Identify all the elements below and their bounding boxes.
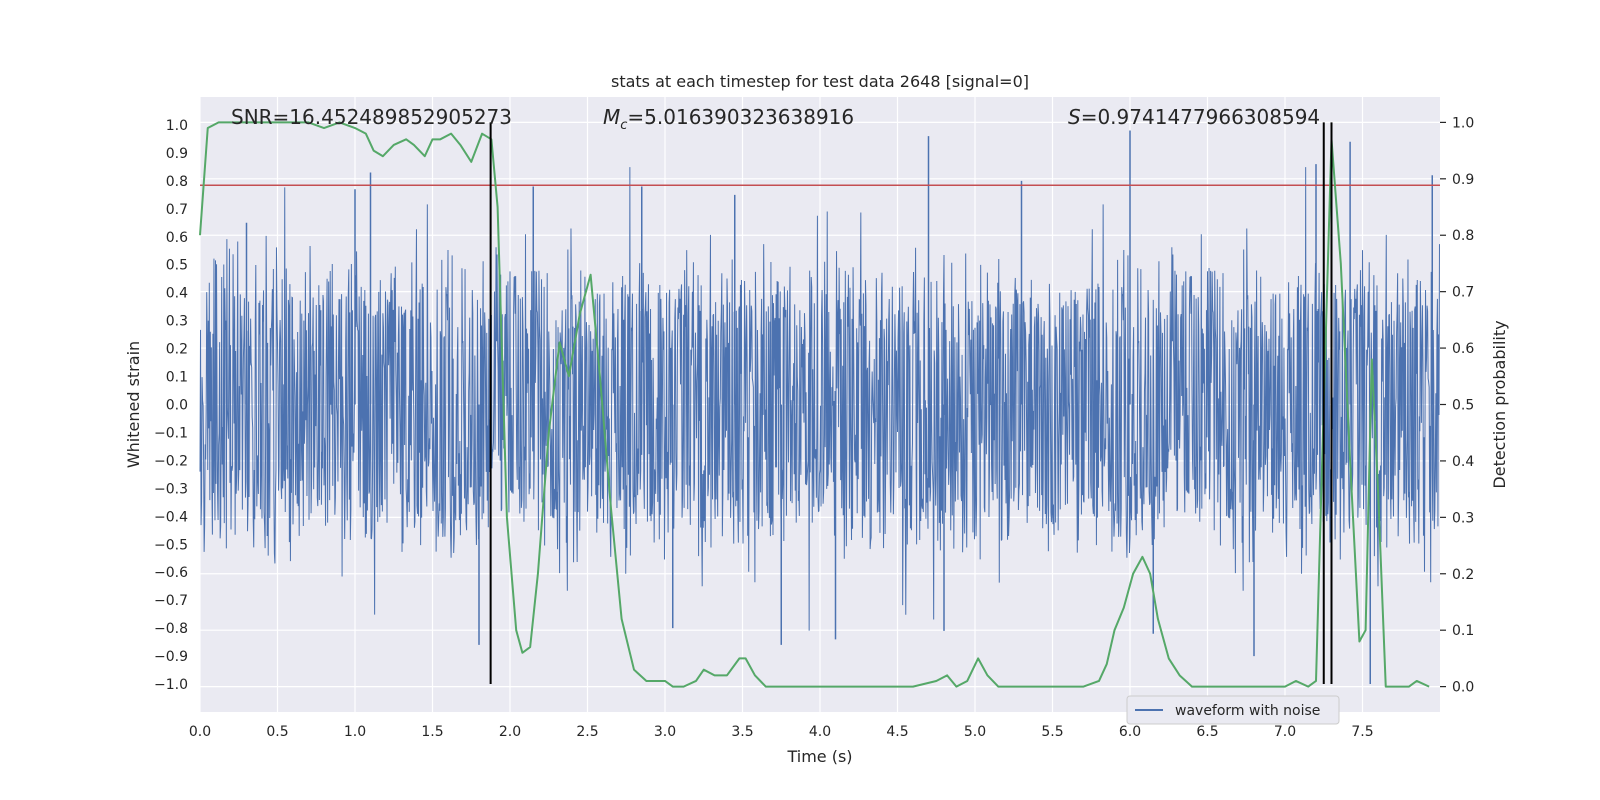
snr-annotation: SNR=16.452489852905273: [231, 105, 512, 129]
legend-box: [1126, 695, 1340, 725]
vertical-marker-layer: [489, 122, 1333, 685]
y2-tick-label: 0.4: [1452, 454, 1474, 470]
x-tick-label: 1.0: [344, 724, 366, 740]
waveform-noise-line: [199, 167, 1440, 631]
legend-label-waveform: waveform with noise: [1175, 703, 1320, 719]
chirp-mass-value: =5.016390323638916: [627, 105, 854, 129]
statistic-value: =0.9741477966308594: [1081, 105, 1320, 129]
x-tick-label: 6.5: [1196, 724, 1218, 740]
y-tick-label: 0.0: [166, 398, 188, 414]
y-tick-label: −0.6: [154, 565, 188, 581]
y-tick-label: 0.7: [166, 202, 188, 218]
probability-series: [199, 121, 1430, 688]
x-tick-label: 4.5: [886, 724, 908, 740]
y2-tick-label: 0.1: [1452, 623, 1474, 639]
y2-axis-title: Detection probability: [1490, 320, 1509, 488]
chirp-mass-annotation: Mc=5.016390323638916: [603, 105, 854, 133]
y-axis-ticks: −1.0 −0.9 −0.8 −0.7 −0.6 −0.5 −0.4 −0.3 −0.2 −0.1…: [154, 118, 188, 693]
x-axis-ticks: 0.0 0.5 1.0 1.5 2.0 2.5 3.0 3.5 4.0 4.5 5.0 5.5 6.0 6…: [189, 724, 1374, 740]
y-tick-label: −0.3: [154, 481, 188, 497]
y-tick-label: −0.8: [154, 621, 188, 637]
y2-tick-label: 0.0: [1452, 680, 1474, 696]
x-tick-label: 5.0: [964, 724, 986, 740]
x-tick-label: 0.0: [189, 724, 211, 740]
x-tick-label: 5.5: [1041, 724, 1063, 740]
y-tick-label: 1.0: [166, 118, 188, 134]
y-tick-label: −0.7: [154, 593, 188, 609]
y2-tick-label: 0.7: [1452, 285, 1474, 301]
x-tick-label: 4.0: [809, 724, 831, 740]
x-tick-label: 3.5: [731, 724, 753, 740]
y-tick-label: 0.5: [166, 258, 188, 274]
y2-tick-label: 0.2: [1452, 567, 1474, 583]
chart-title: stats at each timestep for test data 264…: [611, 72, 1029, 91]
y-tick-label: −1.0: [154, 677, 188, 693]
chirp-mass-subscript: c: [620, 118, 627, 133]
y-tick-label: 0.8: [166, 174, 188, 190]
y2-tick-label: 0.3: [1452, 510, 1474, 526]
x-tick-label: 0.5: [266, 724, 288, 740]
y-tick-label: −0.4: [154, 509, 188, 525]
y2-tick-label: 0.5: [1452, 398, 1474, 414]
y2-tick-label: 0.9: [1452, 172, 1474, 188]
y-tick-label: 0.9: [166, 146, 188, 162]
statistic-symbol: S: [1068, 105, 1081, 129]
y-tick-label: −0.5: [154, 537, 188, 553]
y-tick-label: 0.1: [166, 370, 188, 386]
y2-tick-label: 0.8: [1452, 228, 1474, 244]
waveform-series: [199, 130, 1440, 685]
detection-statistic-annotation: S=0.9741477966308594: [1068, 105, 1320, 129]
x-tick-label: 6.0: [1119, 724, 1141, 740]
y2-tick-label: 0.6: [1452, 341, 1474, 357]
y-tick-label: −0.9: [154, 649, 188, 665]
x-tick-label: 7.0: [1274, 724, 1296, 740]
x-tick-label: 3.0: [654, 724, 676, 740]
x-tick-label: 7.5: [1351, 724, 1373, 740]
detection-probability-line: [199, 121, 1430, 688]
y-tick-label: −0.2: [154, 453, 188, 469]
y-tick-label: −0.1: [154, 425, 188, 441]
y-tick-label: 0.6: [166, 230, 188, 246]
chirp-mass-symbol: M: [603, 105, 620, 129]
x-tick-label: 2.0: [499, 724, 521, 740]
y-axis-title: Whitened strain: [124, 341, 143, 468]
y-tick-label: 0.3: [166, 314, 188, 330]
y-tick-label: 0.4: [166, 286, 188, 302]
x-axis-title: Time (s): [786, 747, 852, 766]
x-tick-label: 2.5: [576, 724, 598, 740]
y2-axis-ticks: 0.0 0.1 0.2 0.3 0.4 0.5 0.6 0.7 0.8 0.9 1.0: [1440, 115, 1474, 696]
y-tick-label: 0.2: [166, 342, 188, 358]
x-tick-label: 1.5: [421, 724, 443, 740]
y2-tick-label: 1.0: [1452, 115, 1474, 131]
legend: waveform with noise: [1126, 695, 1340, 725]
